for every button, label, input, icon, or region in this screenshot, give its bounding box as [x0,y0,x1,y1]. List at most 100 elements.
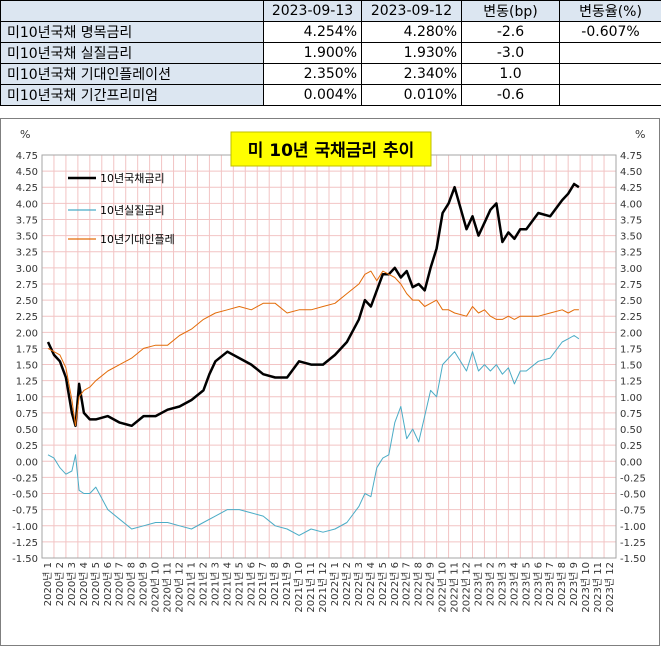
table-header-row: 2023-09-13 2023-09-12 변동(bp) 변동율(%) [1,1,661,22]
x-tick-label: 2023년 1 [472,562,484,606]
x-tick-label: 2022년 11 [449,562,461,613]
x-tick-label: 2021년 9 [281,562,293,606]
y-tick-label-right: 3.75 [620,215,642,226]
y-tick-label-right: 2.00 [620,328,642,339]
y-tick-label-right: -1.25 [620,538,646,549]
row-label: 미10년국채 기간프리미엄 [1,85,264,106]
x-tick-label: 2021년 3 [209,562,221,606]
y-tick-label-right: 1.50 [620,361,642,372]
y-tick-label-left: 3.25 [16,248,38,259]
y-tick-label-right: 1.25 [620,377,642,388]
x-tick-label: 2022년 12 [461,562,473,613]
y-tick-label-left: -0.25 [12,473,38,484]
y-tick-label-left: 3.50 [16,232,38,243]
x-tick-label: 2022년 10 [437,562,449,613]
x-tick-label: 2020년 5 [90,562,102,606]
y-tick-label-left: 2.75 [16,280,38,291]
x-tick-label: 2022년 3 [353,562,365,606]
x-tick-label: 2023년 9 [568,562,580,606]
x-tick-label: 2020년 1 [42,562,54,606]
y-tick-label-left: -1.25 [12,538,38,549]
y-tick-label-left: 4.50 [16,167,38,178]
x-tick-label: 2022년 2 [341,562,353,606]
x-tick-label: 2022년 7 [401,562,413,606]
y-tick-label-right: 3.25 [620,248,642,259]
x-tick-label: 2020년 9 [138,562,150,606]
y-tick-label-left: 4.75 [16,151,38,162]
x-tick-label: 2023년 11 [592,562,604,613]
x-tick-label: 2020년 3 [66,562,78,606]
y-tick-label-left: 0.00 [16,457,38,468]
x-tick-label: 2020년 4 [78,562,90,606]
x-tick-label: 2022년 5 [377,562,389,606]
x-tick-label: 2021년 4 [221,562,233,606]
y-tick-label-right: 3.00 [620,264,642,275]
y-tick-label-right: 1.00 [620,393,642,404]
y-tick-label-left: 2.25 [16,312,38,323]
y-tick-label-left: 3.00 [16,264,38,275]
legend-label-inflation: 10년기대인플레 [100,233,175,246]
x-tick-label: 2020년 7 [114,562,126,606]
x-tick-label: 2022년 1 [329,562,341,606]
legend-label-real: 10년실질금리 [100,204,165,217]
rates-table: 2023-09-13 2023-09-12 변동(bp) 변동율(%) 미10년… [0,0,661,106]
x-tick-label: 2021년 10 [293,562,305,613]
x-tick-label: 2021년 7 [257,562,269,606]
row-change-bp: -2.6 [462,22,560,43]
y-tick-label-right: -0.75 [620,506,646,517]
x-tick-label: 2021년 11 [305,562,317,613]
y-tick-label-left: 4.00 [16,199,38,210]
y-tick-label-left: -0.50 [12,490,38,501]
table-header-change-bp: 변동(bp) [462,1,560,22]
x-tick-label: 2022년 9 [425,562,437,606]
y-unit-right: % [635,128,645,141]
y-tick-label-right: 0.00 [620,457,642,468]
y-tick-label-right: 0.50 [620,425,642,436]
x-tick-label: 2021년 6 [245,562,257,606]
y-tick-label-left: 2.50 [16,296,38,307]
table-header-change-pct: 변동율(%) [560,1,661,22]
y-tick-label-left: 4.25 [16,183,38,194]
row-value-date2: 2.340% [362,64,462,85]
y-tick-label-left: -0.75 [12,506,38,517]
x-tick-label: 2022년 4 [365,562,377,606]
row-change-pct [560,43,661,64]
legend-label-nominal: 10년국채금리 [100,172,165,185]
y-tick-label-left: 3.75 [16,215,38,226]
x-tick-label: 2023년 3 [496,562,508,606]
y-tick-label-left: 0.25 [16,441,38,452]
x-tick-label: 2020년 12 [174,562,186,613]
row-value-date1: 4.254% [264,22,362,43]
y-tick-label-right: 2.25 [620,312,642,323]
x-tick-label: 2020년 10 [150,562,162,613]
row-value-date1: 2.350% [264,64,362,85]
y-tick-label-left: 1.50 [16,361,38,372]
y-tick-label-left: 0.75 [16,409,38,420]
x-tick-label: 2023년 7 [544,562,556,606]
x-tick-label: 2022년 8 [413,562,425,606]
x-tick-label: 2023년 8 [556,562,568,606]
table-header-date1: 2023-09-13 [264,1,362,22]
x-tick-label: 2020년 8 [126,562,138,606]
x-tick-label: 2023년 6 [532,562,544,606]
row-label: 미10년국채 실질금리 [1,43,264,64]
y-tick-label-left: 0.50 [16,425,38,436]
y-tick-label-right: 2.75 [620,280,642,291]
y-tick-label-right: 0.75 [620,409,642,420]
row-value-date1: 0.004% [264,85,362,106]
y-tick-label-left: 1.25 [16,377,38,388]
chart-title: 미 10년 국채금리 추이 [248,141,415,161]
x-tick-label: 2020년 6 [102,562,114,606]
row-change-pct: -0.607% [560,22,661,43]
row-change-pct [560,85,661,106]
x-tick-label: 2021년 1 [185,562,197,606]
row-change-pct [560,64,661,85]
x-tick-label: 2023년 5 [520,562,532,606]
row-label: 미10년국채 기대인플레이션 [1,64,264,85]
table-row: 미10년국채 기간프리미엄 0.004% 0.010% -0.6 [1,85,661,106]
table-header-date2: 2023-09-12 [362,1,462,22]
x-tick-label: 2021년 2 [197,562,209,606]
row-value-date1: 1.900% [264,43,362,64]
x-tick-label: 2023년 4 [508,562,520,606]
row-value-date2: 0.010% [362,85,462,106]
